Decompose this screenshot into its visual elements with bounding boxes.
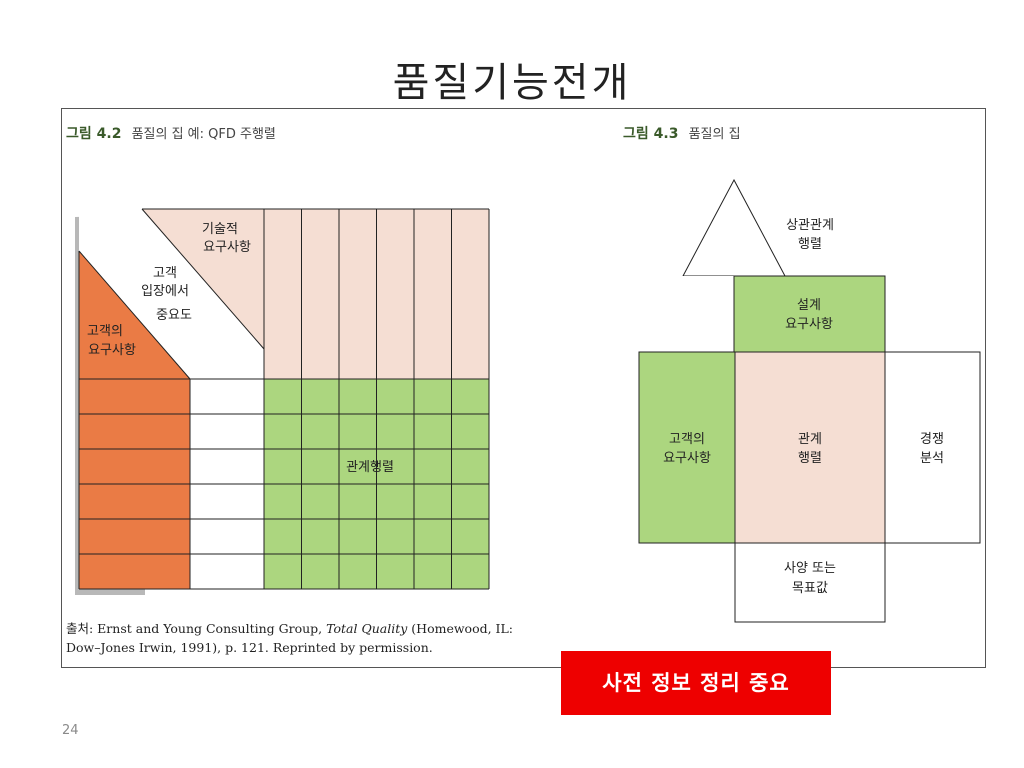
source-suffix: (Homewood, IL:	[411, 621, 513, 636]
technical-requirements-label-2: 요구사항	[203, 240, 251, 255]
roof-correlation-matrix	[682, 178, 786, 277]
source-line-2: Dow–Jones Irwin, 1991), p. 121. Reprinte…	[66, 640, 433, 655]
spacer	[633, 276, 734, 352]
figure-source-citation: 출처: Ernst and Young Consulting Group, To…	[66, 619, 513, 657]
highlight-badge: 사전 정보 정리 중요	[561, 651, 831, 715]
relationship-matrix-label-1: 관계	[798, 432, 822, 447]
source-book-title: Total Quality	[326, 621, 408, 636]
relationship-matrix-label: 관계행렬	[346, 459, 394, 475]
specifications-box	[734, 542, 886, 623]
roof-label-2: 행렬	[798, 236, 822, 252]
specifications-label-1: 사양 또는	[784, 561, 836, 576]
customer-importance-label-3: 중요도	[156, 308, 192, 323]
page-number: 24	[62, 723, 79, 738]
relationship-matrix-label-2: 행렬	[798, 450, 822, 466]
design-requirements-box	[733, 275, 886, 353]
design-requirements-label-2: 요구사항	[785, 317, 833, 332]
figure-left-number: 그림 4.2	[66, 126, 122, 142]
source-prefix: 출처: Ernst and Young Consulting Group,	[66, 621, 323, 636]
design-requirements-label-1: 설계	[797, 298, 821, 313]
qfd-main-matrix-diagram: 기술적 요구사항 고객 입장에서 중요도 고객의 요구사항 관계행렬	[75, 208, 490, 595]
competitive-analysis-label-1: 경쟁	[920, 432, 944, 447]
customer-requirements-label-1: 고객의	[669, 432, 705, 447]
technical-requirements-label-1: 기술적	[202, 222, 238, 237]
customer-requirements-label-2: 요구사항	[663, 451, 711, 466]
diagonal-line	[141, 208, 265, 350]
customer-requirements-box	[638, 351, 736, 544]
figure-frame: 그림 4.2 품질의 집 예: QFD 주행렬 그림 4.3 품질의 집	[61, 108, 986, 668]
relationship-matrix-box	[734, 351, 886, 544]
roof-label-1: 상관관계	[786, 218, 834, 233]
competitive-analysis-label-2: 분석	[920, 451, 944, 466]
customer-importance-label-2: 입장에서	[141, 284, 189, 299]
figure-left-caption: 그림 4.2 품질의 집 예: QFD 주행렬	[66, 123, 276, 143]
slide-title: 품질기능전개	[392, 60, 632, 106]
specifications-label-2: 목표값	[792, 581, 828, 596]
house-of-quality-diagram: 상관관계 행렬 설계 요구사항 고객의 요구사항 관계 행렬 경쟁 분석 사양 …	[633, 178, 981, 623]
customer-importance-label-1: 고객	[153, 266, 177, 281]
figure-right-number: 그림 4.3	[623, 126, 679, 142]
customer-requirements-label-2: 요구사항	[88, 343, 136, 358]
figure-right-caption-text: 품질의 집	[688, 127, 741, 142]
competitive-analysis-box	[884, 351, 981, 544]
diagonal-line	[78, 250, 191, 380]
figure-right-caption: 그림 4.3 품질의 집	[623, 123, 741, 143]
customer-requirements-label-1: 고객의	[87, 324, 123, 339]
figure-left-caption-text: 품질의 집 예: QFD 주행렬	[131, 127, 276, 142]
